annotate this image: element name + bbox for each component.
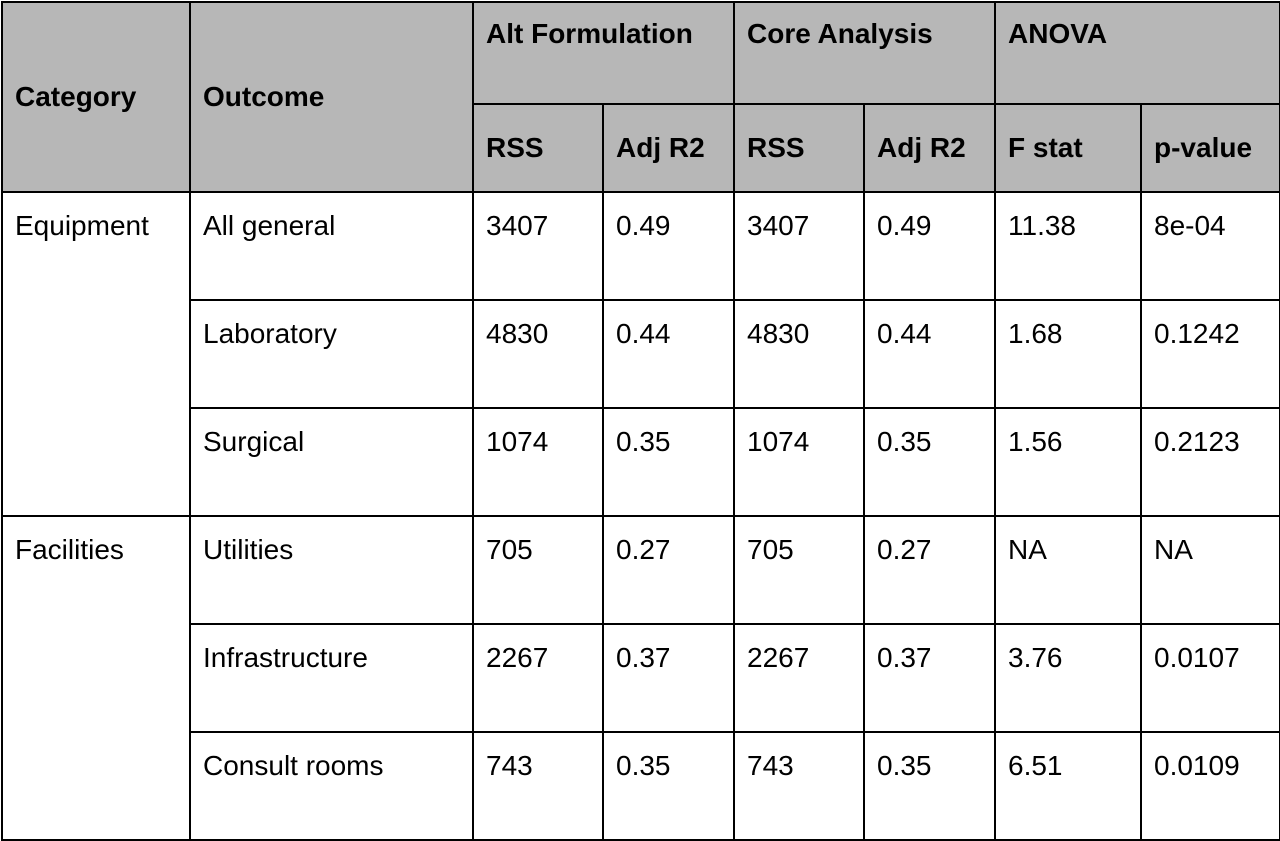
f-stat-cell: 1.68 [994,299,1142,409]
header-core-rss: RSS [733,103,865,193]
alt-adj-r2-cell: 0.44 [602,299,735,409]
header-anova-p-value: p-value [1139,103,1280,193]
f-stat-cell: 6.51 [994,731,1142,841]
p-value-cell: 0.0107 [1139,623,1280,733]
header-category: Category [1,1,191,193]
p-value-cell: 0.2123 [1139,407,1280,517]
table-row: Equipment All general 3407 0.49 3407 0.4… [1,191,1280,517]
table-row: Infrastructure 2267 0.37 2267 0.37 3.76 … [2,623,1280,733]
core-adj-r2-cell: 0.44 [863,299,996,409]
core-rss-cell: 705 [733,515,865,625]
header-outcome: Outcome [189,1,474,193]
f-stat-cell: NA [994,515,1142,625]
alt-adj-r2-cell: 0.37 [602,623,735,733]
header-row-groups: Category Outcome Alt Formulation Core An… [1,1,1280,193]
p-value-cell: 0.1242 [1139,299,1280,409]
outcome-cell: Infrastructure [189,623,474,733]
p-value-cell: 0.0109 [1139,731,1280,841]
core-rss-cell: 2267 [733,623,865,733]
header-row-subcolumns: RSS Adj R2 RSS Adj R2 F stat p-value [2,103,1280,193]
table-row: Surgical 1074 0.35 1074 0.35 1.56 0.2123 [2,407,1280,517]
outcome-cell: Surgical [189,407,474,517]
core-adj-r2-cell: 0.49 [863,191,996,301]
p-value-cell: NA [1139,515,1280,625]
core-adj-r2-cell: 0.35 [863,731,996,841]
f-stat-cell: 3.76 [994,623,1142,733]
header-alt-rss: RSS [472,103,604,193]
alt-rss-cell: 705 [472,515,604,625]
header-core-adj-r2: Adj R2 [863,103,996,193]
table-row: Laboratory 4830 0.44 4830 0.44 1.68 0.12… [2,299,1280,409]
table-row: Facilities Utilities 705 0.27 705 0.27 N… [1,515,1280,841]
outcome-cell: Consult rooms [189,731,474,841]
alt-adj-r2-cell: 0.49 [602,191,735,301]
core-rss-cell: 4830 [733,299,865,409]
category-cell: Equipment [1,191,191,517]
core-adj-r2-cell: 0.35 [863,407,996,517]
table-header: Category Outcome Alt Formulation Core An… [1,1,1280,193]
header-alt-adj-r2: Adj R2 [602,103,735,193]
category-cell: Facilities [1,515,191,841]
outcome-cell: All general [189,191,474,301]
alt-rss-cell: 743 [472,731,604,841]
alt-rss-cell: 2267 [472,623,604,733]
alt-rss-cell: 1074 [472,407,604,517]
core-adj-r2-cell: 0.27 [863,515,996,625]
alt-rss-cell: 4830 [472,299,604,409]
core-rss-cell: 1074 [733,407,865,517]
header-group-core-analysis: Core Analysis [733,1,996,105]
core-rss-cell: 743 [733,731,865,841]
core-rss-cell: 3407 [733,191,865,301]
alt-adj-r2-cell: 0.27 [602,515,735,625]
f-stat-cell: 1.56 [994,407,1142,517]
header-group-anova: ANOVA [993,1,1280,105]
table-row: Consult rooms 743 0.35 743 0.35 6.51 0.0… [2,731,1280,841]
f-stat-cell: 11.38 [994,191,1142,301]
alt-rss-cell: 3407 [472,191,604,301]
core-adj-r2-cell: 0.37 [863,623,996,733]
alt-adj-r2-cell: 0.35 [602,407,735,517]
header-anova-f-stat: F stat [994,103,1142,193]
p-value-cell: 8e-04 [1139,191,1280,301]
outcome-cell: Laboratory [189,299,474,409]
header-group-alt-formulation: Alt Formulation [472,1,735,105]
outcome-cell: Utilities [189,515,474,625]
table-body: Equipment All general 3407 0.49 3407 0.4… [1,191,1280,841]
alt-adj-r2-cell: 0.35 [602,731,735,841]
